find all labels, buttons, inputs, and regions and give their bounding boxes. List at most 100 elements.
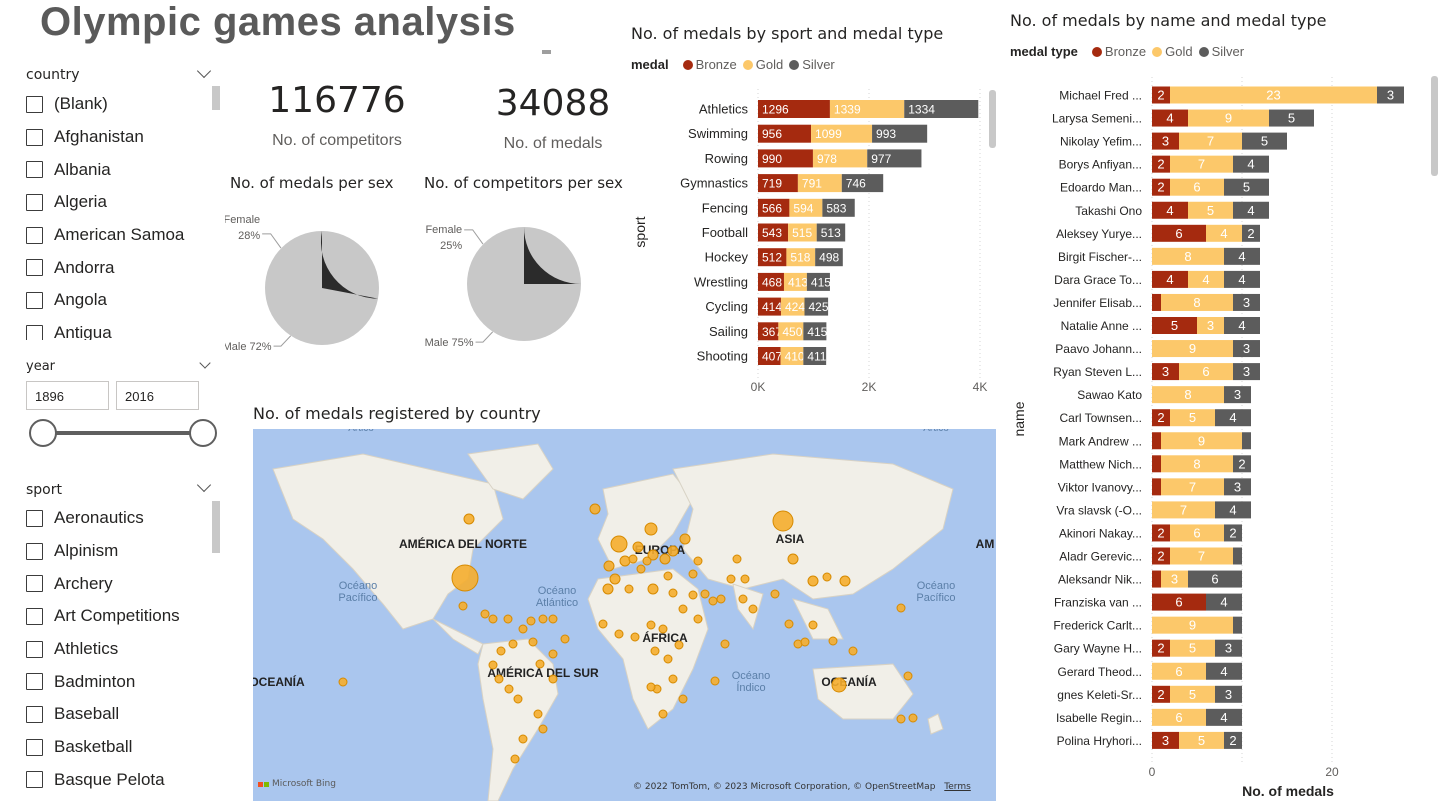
bar-segment-bronze[interactable] [1152, 432, 1161, 450]
bar-segment-gold[interactable] [797, 174, 842, 193]
bar-segment-gold[interactable] [1161, 478, 1224, 496]
sport-slicer-item[interactable]: Alpinism [26, 535, 211, 568]
year-slider-track[interactable] [43, 431, 203, 435]
bar-segment-gold[interactable] [1188, 109, 1269, 127]
map-bubble[interactable] [480, 609, 490, 619]
bar-segment-bronze[interactable] [1152, 132, 1179, 150]
bar-segment-silver[interactable] [1215, 409, 1251, 427]
bar-segment-gold[interactable] [1206, 224, 1242, 242]
bar-segment-gold[interactable] [812, 149, 868, 168]
map-bubble[interactable] [663, 654, 673, 664]
checkbox[interactable] [26, 509, 43, 527]
bar-segment-silver[interactable] [1242, 224, 1260, 242]
bar-segment-silver[interactable] [1242, 432, 1251, 450]
bar-segment-gold[interactable] [811, 124, 873, 143]
map-bubble[interactable] [740, 574, 750, 584]
map-bubble[interactable] [679, 533, 691, 545]
sport-slicer-item[interactable]: Basque Pelota [26, 764, 211, 797]
map-bubble[interactable] [848, 646, 858, 656]
year-slider-end-handle[interactable] [189, 419, 217, 447]
map-bubble[interactable] [458, 601, 468, 611]
bar-segment-gold[interactable] [1152, 386, 1224, 404]
map-bubble[interactable] [610, 535, 628, 553]
checkbox[interactable] [26, 771, 43, 789]
map-bubble[interactable] [772, 510, 794, 532]
bar-segment-gold[interactable] [788, 223, 817, 242]
bar-segment-bronze[interactable] [758, 198, 790, 217]
bar-segment-bronze[interactable] [1152, 547, 1170, 565]
map-bubble[interactable] [602, 583, 614, 595]
country-slicer-item[interactable]: Albania [26, 153, 211, 186]
legend-item[interactable]: Gold [755, 57, 784, 72]
bar-segment-silver[interactable] [1215, 685, 1242, 703]
map-bubble[interactable] [807, 575, 819, 587]
bar-segment-bronze[interactable] [1152, 293, 1161, 311]
map-bubble[interactable] [693, 556, 703, 566]
bar-segment-silver[interactable] [1233, 293, 1260, 311]
map-bubble[interactable] [338, 677, 348, 687]
map-bubble[interactable] [822, 572, 832, 582]
map-bubble[interactable] [518, 624, 528, 634]
legend-item[interactable]: Bronze [1104, 44, 1147, 59]
bar-segment-silver[interactable] [1233, 340, 1260, 358]
map-bubble[interactable] [560, 634, 570, 644]
bar-segment-bronze[interactable] [758, 149, 813, 168]
bar-segment-gold[interactable] [783, 272, 807, 291]
checkbox[interactable] [26, 673, 43, 691]
bar-segment-bronze[interactable] [1152, 224, 1206, 242]
sport-slicer-item[interactable]: Athletics [26, 633, 211, 666]
map-bubble[interactable] [598, 619, 608, 629]
bar-segment-gold[interactable] [1170, 409, 1215, 427]
checkbox[interactable] [26, 128, 43, 146]
name-chart-legend[interactable]: medal type Bronze Gold Silver [1010, 44, 1244, 59]
bar-segment-gold[interactable] [786, 248, 816, 267]
country-slicer-item[interactable]: Andorra [26, 251, 211, 284]
map-bubble[interactable] [642, 556, 652, 566]
map-bubble[interactable] [513, 694, 523, 704]
year-slider-start-handle[interactable] [29, 419, 57, 447]
bar-segment-silver[interactable] [1206, 662, 1242, 680]
map-bubble[interactable] [624, 584, 634, 594]
legend-item[interactable]: Silver [1211, 44, 1245, 59]
map-bubble[interactable] [668, 588, 678, 598]
checkbox[interactable] [26, 575, 43, 593]
bar-segment-bronze[interactable] [1152, 270, 1188, 288]
bar-segment-silver[interactable] [1233, 363, 1260, 381]
map-bubble[interactable] [663, 571, 673, 581]
bar-segment-bronze[interactable] [1152, 409, 1170, 427]
bar-segment-silver[interactable] [1224, 524, 1242, 542]
map-bubble[interactable] [451, 564, 479, 592]
bar-segment-bronze[interactable] [758, 322, 779, 341]
checkbox[interactable] [26, 95, 43, 113]
bar-segment-bronze[interactable] [758, 297, 781, 316]
bar-segment-silver[interactable] [1206, 593, 1242, 611]
map-bubble[interactable] [667, 545, 679, 557]
bar-segment-gold[interactable] [1161, 293, 1233, 311]
bar-segment-silver[interactable] [1233, 201, 1269, 219]
legend-item[interactable]: Gold [1165, 44, 1193, 59]
chevron-down-icon[interactable] [196, 477, 212, 493]
checkbox[interactable] [26, 738, 43, 756]
map-bubble[interactable] [589, 503, 601, 515]
bar-segment-gold[interactable] [1152, 340, 1233, 358]
bar-segment-bronze[interactable] [1152, 685, 1170, 703]
bar-segment-silver[interactable] [841, 174, 884, 193]
chart-scrollbar[interactable] [1431, 76, 1438, 176]
map-bubble[interactable] [504, 684, 514, 694]
bar-segment-silver[interactable] [816, 223, 846, 242]
pie-slice-female[interactable] [524, 227, 581, 284]
map-bubble[interactable] [770, 589, 780, 599]
sport-slicer-item[interactable]: Archery [26, 567, 211, 600]
sport-medals-chart[interactable]: Athletics 1296 1339 1334 Swimming 956 1099 993 R… [628, 84, 998, 400]
map-bubble[interactable] [700, 589, 710, 599]
map-bubble[interactable] [688, 590, 698, 600]
bar-segment-silver[interactable] [1377, 86, 1404, 104]
bar-segment-bronze[interactable] [1152, 455, 1161, 473]
map-bubble[interactable] [609, 573, 621, 585]
country-slicer-item[interactable]: American Samoa [26, 219, 211, 252]
sport-slicer-item[interactable]: Baseball [26, 698, 211, 731]
map-bubble[interactable] [708, 596, 718, 606]
bar-segment-silver[interactable] [1224, 270, 1260, 288]
map-bubble[interactable] [463, 513, 475, 525]
checkbox[interactable] [26, 542, 43, 560]
